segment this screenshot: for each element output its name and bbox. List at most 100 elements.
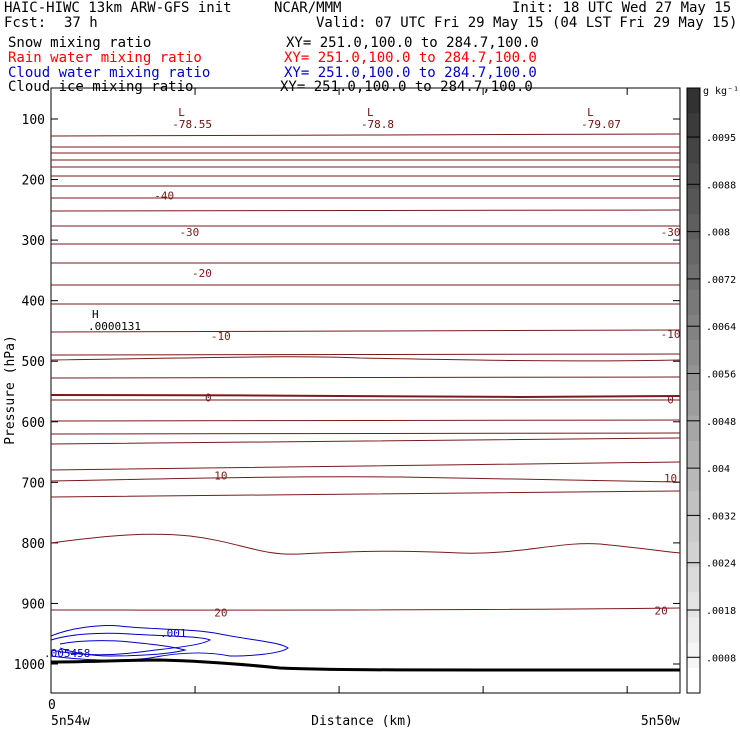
colorbar-swatch [687, 667, 700, 694]
field-snow-xy: XY= 251.0,100.0 to 284.7,100.0 [286, 35, 539, 51]
colorbar-label: .0095 [706, 133, 736, 144]
isotherm-line [50, 209, 681, 212]
y-tick-label: 1000 [14, 658, 45, 673]
isotherm-line [50, 303, 681, 305]
colorbar-swatch [687, 214, 700, 240]
isotherm-line [50, 185, 681, 187]
isotherm-line [50, 356, 681, 362]
field-rain-xy: XY= 251.0,100.0 to 284.7,100.0 [284, 50, 537, 66]
colorbar-swatch [687, 163, 700, 190]
model-title: HAIC-HIWC 13km ARW-GFS init [4, 0, 232, 16]
forecast-label: Fcst: [4, 15, 47, 31]
colorbar-label: .0088 [706, 180, 736, 191]
colorbar-label: .0072 [706, 275, 736, 286]
isotherm-label: 10 [664, 472, 677, 485]
colorbar-swatch [687, 289, 700, 316]
isotherm-label: -20 [192, 267, 212, 280]
low-value: -78.55 [172, 118, 212, 131]
colorbar-swatch [687, 466, 700, 492]
isotherm-line [50, 353, 681, 356]
forecast-hour: 37 h [64, 15, 98, 31]
y-tick-label: 800 [22, 537, 45, 552]
colorbar-label: .0032 [706, 511, 736, 522]
colorbar-label: .0048 [706, 417, 736, 428]
isotherm-line [50, 533, 681, 555]
colorbar-units: g kg⁻¹ [703, 86, 739, 97]
colorbar-swatch [687, 516, 700, 543]
isotherm-line [50, 490, 681, 498]
isotherm-line [50, 133, 681, 137]
center-label: NCAR/MMM [274, 0, 342, 16]
high-value: .0000131 [88, 320, 141, 333]
x-right-location: 5n50w [641, 714, 680, 729]
colorbar-swatch [687, 491, 700, 518]
field-cloudice-xy: XY= 251.0,100.0 to 284.7,100.0 [280, 79, 533, 95]
isotherm-line [50, 152, 681, 154]
isotherm-line [50, 197, 681, 199]
y-tick-label: 600 [22, 416, 45, 431]
colorbar-label: .0064 [706, 322, 736, 333]
colorbar-swatch [687, 415, 700, 442]
isotherm-label: -30 [661, 226, 681, 239]
cloud-water-contour [50, 625, 289, 661]
cloud-water-contours: .001 .005458 [44, 625, 289, 661]
isotherm-line [50, 225, 681, 227]
isotherm-line [50, 159, 681, 161]
high-marker: H [92, 308, 99, 321]
colorbar-swatch [687, 138, 700, 165]
field-cloudwater-xy: XY= 251.0,100.0 to 284.7,100.0 [284, 65, 537, 81]
colorbar-swatch [687, 340, 700, 366]
isotherm-line [50, 437, 681, 445]
isotherm-line [50, 432, 681, 435]
isotherm-label: 20 [214, 607, 227, 620]
isotherm-line [50, 476, 681, 483]
colorbar-swatch [687, 264, 700, 291]
plot-frame [50, 87, 681, 694]
isotherm-line [50, 166, 681, 168]
y-tick-label: 900 [22, 597, 45, 612]
x-axis [50, 88, 628, 693]
low-marker: L [587, 106, 594, 119]
cloud-water-label: .001 [160, 627, 187, 640]
colorbar-swatch [687, 113, 700, 139]
x-axis-start-value: 0 [48, 698, 56, 713]
terrain-line [50, 658, 680, 672]
isotherm-label: 20 [655, 605, 668, 618]
y-tick-label: 500 [22, 355, 45, 370]
colorbar-swatch [687, 188, 700, 215]
colorbar-swatch [687, 314, 700, 341]
colorbar-label: .0018 [706, 606, 736, 617]
y-tick-label: 200 [22, 174, 45, 189]
colorbar-swatch [687, 541, 700, 568]
cloud-water-contour [50, 632, 212, 656]
x-axis-title: Distance (km) [311, 714, 413, 729]
field-cloudice-name: Cloud ice mixing ratio [8, 79, 194, 95]
isotherm-line [50, 284, 681, 286]
colorbar-label: .008 [706, 228, 730, 239]
colorbar-label: .004 [706, 464, 730, 475]
field-rain-name: Rain water mixing ratio [8, 50, 202, 66]
field-cloudwater-name: Cloud water mixing ratio [8, 65, 211, 81]
isotherm-line [50, 376, 681, 379]
isotherm-line [50, 243, 681, 245]
colorbar-label: .0024 [706, 559, 736, 570]
y-axis-title: Pressure (hPa) [3, 335, 18, 445]
x-left-location: 5n54w [51, 714, 90, 729]
isotherm-line [50, 329, 681, 333]
init-time: Init: 18 UTC Wed 27 May 15 [512, 0, 732, 16]
isotherm-line [50, 461, 681, 471]
isotherm-line [50, 399, 681, 401]
colorbar: .0095 .0088 .008 .0072 .0064 .0056 .0048 .004 .0… [686, 87, 736, 694]
isotherms [50, 133, 681, 611]
colorbar-swatch [687, 642, 700, 669]
valid-time: Valid: 07 UTC Fri 29 May 15 (04 LST Fri … [316, 15, 738, 31]
cloud-water-contour [59, 640, 187, 657]
extrema-markers: L-78.55L-78.8L-79.07H.0000131 [88, 106, 621, 333]
isotherm-line [50, 146, 681, 148]
low-marker: L [178, 106, 185, 119]
isotherm-label: 0 [667, 393, 674, 406]
colorbar-frame [686, 87, 701, 694]
field-snow-name: Snow mixing ratio [8, 35, 152, 51]
